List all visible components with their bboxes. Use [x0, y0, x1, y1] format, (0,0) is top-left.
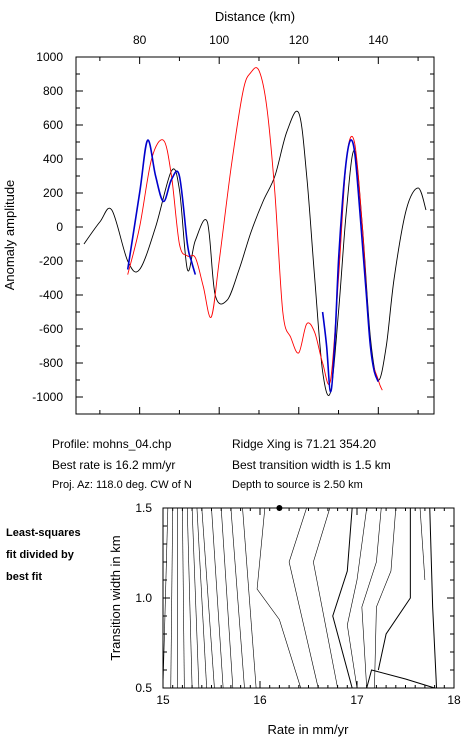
contour-line [170, 507, 173, 689]
contour-line [191, 507, 200, 689]
profile-y-tick-label: 0 [56, 220, 63, 234]
profile-y-tick-label: 600 [43, 118, 63, 132]
profile-y-tick-label: -400 [39, 288, 63, 302]
profile-x-tick-label: 140 [368, 33, 388, 47]
profile-x-axis-title: Distance (km) [215, 9, 295, 24]
contour-line [242, 507, 257, 689]
contour-line [374, 507, 397, 689]
contour-x-tick-label: 18 [447, 693, 461, 707]
profile-y-tick-label: -600 [39, 322, 63, 336]
profile-x-tick-label: 80 [133, 33, 147, 47]
contour-line [182, 507, 185, 689]
profile-x-tick-label: 120 [289, 33, 309, 47]
contour-line [332, 507, 353, 689]
profile-x-tick-label: 100 [209, 33, 229, 47]
contour-y-tick-label: 1.5 [135, 501, 152, 515]
profile-y-tick-label: 400 [43, 152, 63, 166]
contour-y-tick-label: 0.5 [135, 681, 152, 695]
contour-x-tick-label: 16 [253, 693, 267, 707]
profile-y-tick-label: -800 [39, 356, 63, 370]
profile-y-axis-title: Anomaly amplitude [2, 180, 17, 291]
contour-description-line: Least-squares [6, 527, 81, 539]
projection-azimuth-text: Proj. Az: 118.0 deg. CW of N [52, 479, 192, 491]
profile-y-tick-label: 1000 [36, 50, 63, 64]
contour-line [288, 507, 319, 689]
contour-line [196, 507, 207, 689]
contour-line [313, 507, 338, 689]
contour-y-axis-title: Transition width in km [108, 535, 123, 660]
profile-series [83, 67, 427, 397]
profile-plot-frame [75, 56, 435, 415]
contour-line [346, 507, 367, 689]
contour-y-tick-label: 1.0 [135, 591, 152, 605]
model-anomaly-line [127, 67, 383, 391]
contour-description-line: fit divided by [6, 549, 74, 561]
best-rate-text: Best rate is 16.2 mm/yr [52, 458, 176, 472]
contour-axes-ticks: 15 16 17 18 0.5 1.0 1.5 [135, 501, 461, 707]
observed-anomaly-line [83, 110, 427, 397]
profile-y-tick-label: -1000 [32, 390, 63, 404]
profile-y-tick-label: -200 [39, 254, 63, 268]
contour-line [220, 507, 234, 689]
best-transition-text: Best transition width is 1.5 km [232, 458, 391, 472]
profile-y-tick-label: 800 [43, 84, 63, 98]
contour-lines [162, 507, 438, 689]
fit-window-line-1 [126, 139, 197, 275]
contour-line [186, 507, 193, 689]
contour-x-tick-label: 15 [156, 693, 170, 707]
contour-line [256, 507, 302, 689]
profile-y-tick-label: 200 [43, 186, 63, 200]
best-fit-point [276, 505, 283, 511]
contour-x-axis-title: Rate in mm/yr [268, 722, 350, 737]
source-depth-text: Depth to source is 2.50 km [232, 479, 363, 491]
contour-line [366, 669, 435, 689]
contour-line [211, 507, 224, 689]
contour-description: Least-squares fit divided by best fit [6, 522, 106, 588]
fit-window-line-2 [321, 139, 380, 393]
contour-line [429, 507, 438, 689]
ridge-crossing-text: Ridge Xing is 71.21 354.20 [232, 437, 377, 451]
contour-line [419, 507, 426, 581]
contour-line [361, 507, 382, 689]
contour-line [201, 507, 215, 689]
profile-name-text: Profile: mohns_04.chp [52, 437, 172, 451]
contour-description-line: best fit [6, 571, 43, 583]
profile-axes-ticks: 80 100 120 140 1000 800 600 400 200 0 -200 -400 -600… [32, 33, 434, 414]
contour-x-tick-label: 17 [350, 693, 364, 707]
contour-line [377, 508, 411, 671]
contour-line [230, 507, 245, 689]
